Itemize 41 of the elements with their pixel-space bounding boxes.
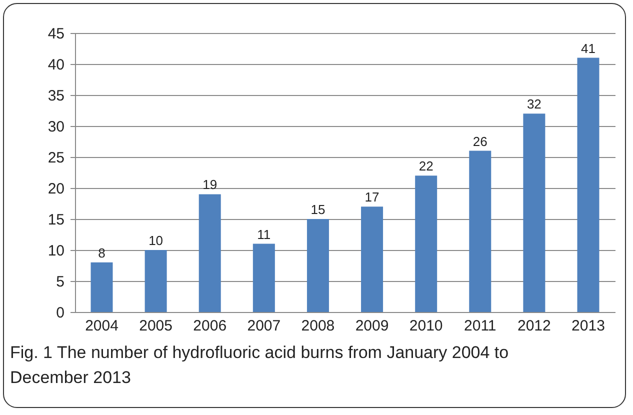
data-label: 8 [98, 245, 106, 260]
caption: Fig. 1 The number of hydrofluoric acid burns from January 2004 to December 2013 [10, 342, 510, 389]
y-tick-label: 25 [48, 150, 64, 166]
x-tick-label: 2006 [193, 318, 227, 334]
bar [306, 219, 329, 312]
bar [415, 176, 438, 312]
x-tick-label: 2004 [85, 318, 118, 334]
bar [523, 114, 546, 312]
data-label: 32 [526, 96, 542, 112]
data-label: 26 [472, 134, 488, 149]
bar [198, 194, 221, 312]
bar [252, 244, 275, 312]
y-tick-label: 35 [48, 88, 64, 104]
y-tick-label: 10 [48, 242, 64, 260]
y-tick-label: 5 [56, 274, 64, 290]
data-label: 15 [310, 202, 326, 217]
x-tick-label: 2012 [518, 318, 551, 334]
data-label: 17 [364, 190, 380, 205]
y-tick-label: 30 [48, 118, 64, 136]
y-tick-label: 40 [48, 56, 64, 74]
y-tick-label: 45 [48, 26, 64, 42]
data-label: 11 [257, 226, 271, 242]
bar [577, 58, 600, 312]
bar [469, 150, 492, 312]
x-tick-label: 2009 [355, 318, 389, 334]
data-label: 10 [148, 233, 164, 248]
x-tick-label: 2010 [409, 318, 443, 334]
x-tick-label: 2008 [301, 318, 335, 334]
x-tick-label: 2013 [572, 318, 605, 334]
x-tick-label: 2007 [247, 318, 281, 334]
y-tick-label: 20 [48, 180, 64, 198]
y-tick-label: 0 [56, 304, 64, 322]
data-label: 22 [418, 158, 434, 174]
x-tick-label: 2005 [139, 318, 172, 334]
bar [90, 262, 113, 312]
bar [144, 250, 167, 312]
data-label: 41 [581, 40, 596, 56]
data-label: 19 [202, 177, 218, 192]
bar [361, 206, 384, 312]
x-tick-label: 2011 [464, 318, 496, 334]
y-tick-label: 15 [48, 212, 64, 228]
